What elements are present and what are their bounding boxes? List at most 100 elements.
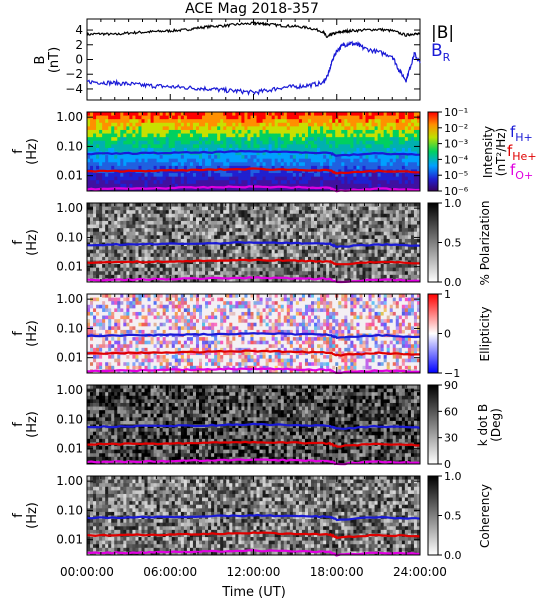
spectrogram-cell (329, 238, 333, 243)
spectrogram-cell (223, 249, 227, 254)
spectrogram-cell (105, 183, 109, 188)
spectrogram-cell (362, 129, 366, 134)
spectrogram-cell (347, 253, 351, 258)
spectrogram-cell (111, 140, 115, 145)
spectrogram-cell (368, 126, 372, 131)
spectrogram-cell (314, 246, 318, 251)
spectrogram-cell (295, 133, 300, 138)
spectrogram-cell (262, 126, 267, 131)
spectrogram-cell (253, 206, 257, 211)
spectrogram-cell (108, 217, 112, 222)
spectrogram-cell (289, 271, 294, 276)
spectrogram-cell (311, 246, 315, 251)
spectrogram-cell (165, 155, 170, 160)
spectrogram-cell (235, 173, 239, 178)
spectrogram-cell (177, 115, 182, 120)
spectrogram-cell (329, 133, 333, 138)
spectrogram-cell (162, 213, 167, 218)
spectrogram-cell (401, 176, 406, 181)
spectrogram-cell (126, 235, 130, 240)
spectrogram-cell (295, 155, 300, 160)
spectrogram-cell (102, 115, 106, 120)
spectrogram-cell (211, 206, 215, 211)
spectrogram-cell (144, 210, 148, 215)
spectrogram-cell (398, 224, 403, 229)
spectrogram-cell (380, 220, 385, 225)
spectrogram-cell (350, 242, 354, 247)
spectrogram-cell (229, 249, 233, 254)
spectrogram-cell (186, 126, 191, 131)
colorbar-tick-label: 10⁻¹ (444, 106, 468, 119)
spectrogram-cell (220, 256, 224, 261)
spectrogram-cell (171, 220, 176, 225)
spectrogram-cell (132, 253, 136, 258)
spectrogram-cell (368, 119, 372, 124)
spectrogram-cell (141, 264, 145, 269)
spectrogram-cell (247, 228, 251, 233)
spectrogram-cell (386, 119, 391, 124)
spectrogram-cell (147, 224, 151, 229)
spectrogram-cell (141, 235, 145, 240)
spectrogram-cell (220, 238, 224, 243)
spectrogram-cell (117, 129, 121, 134)
spectrogram-cell (183, 220, 188, 225)
spectrogram-cell (156, 155, 161, 160)
spectrogram-cell (289, 137, 294, 142)
spectrogram-cell (401, 228, 406, 233)
spectrogram-cell (326, 231, 330, 236)
spectrogram-cell (93, 358, 97, 363)
spectrogram-cell (126, 129, 130, 134)
spectrogram-cell (93, 158, 97, 163)
spectrogram-cell (332, 180, 336, 185)
spectrogram-cell (383, 264, 388, 269)
spectrogram-cell (205, 231, 209, 236)
spectrogram-cell (241, 137, 245, 142)
spectrogram-cell (274, 151, 279, 156)
spectrogram-cell (320, 176, 324, 181)
spectrogram-cell (105, 165, 109, 170)
spectrogram-cell (232, 224, 236, 229)
spectrogram-cell (347, 210, 351, 215)
spectrogram-cell (90, 246, 94, 251)
spectrogram-cell (241, 169, 245, 174)
spectrogram-cell (283, 129, 288, 134)
spectrogram-cell (317, 242, 321, 247)
spectrogram-cell (392, 235, 397, 240)
spectrogram-cell (295, 271, 300, 276)
spectrogram-cell (162, 203, 167, 207)
spectrogram-cell (401, 267, 406, 272)
spectrogram-cell (356, 267, 360, 272)
spectrogram-cell (183, 210, 188, 215)
spectrogram-cell (392, 228, 397, 233)
spectrogram-cell (274, 203, 279, 207)
spectrogram-cell (177, 203, 182, 207)
spectrogram-cell (150, 137, 154, 142)
spectrogram-cell (274, 278, 279, 283)
spectrogram-cell (114, 115, 118, 120)
spectrogram-cell (380, 274, 385, 279)
spectrogram-cell (214, 147, 218, 152)
spectrogram-cell (90, 129, 94, 134)
spectrogram-cell (241, 203, 245, 207)
spectrogram-cell (265, 137, 270, 142)
spectrogram-cell (383, 140, 388, 145)
spectrogram-cell (183, 187, 188, 192)
spectrogram-cell (147, 203, 151, 207)
spectrogram-cell (223, 238, 227, 243)
spectrogram-cell (338, 126, 342, 131)
spectrogram-cell (202, 210, 206, 215)
spectrogram-cell (371, 115, 375, 120)
spectrogram-cell (99, 158, 103, 163)
spectrogram-cell (93, 140, 97, 145)
spectrogram-cell (259, 158, 263, 163)
spectrogram-cell (386, 165, 391, 170)
spectrogram-cell (329, 246, 333, 251)
spectrogram-cell (410, 242, 415, 247)
spectrogram-cell (108, 220, 112, 225)
spectrogram-cell (286, 264, 291, 269)
spectrogram-cell (238, 140, 242, 145)
spectrogram-cell (380, 210, 385, 215)
spectrogram-cell (274, 246, 279, 251)
spectrogram-cell (223, 162, 227, 167)
spectrogram-cell (256, 119, 260, 124)
